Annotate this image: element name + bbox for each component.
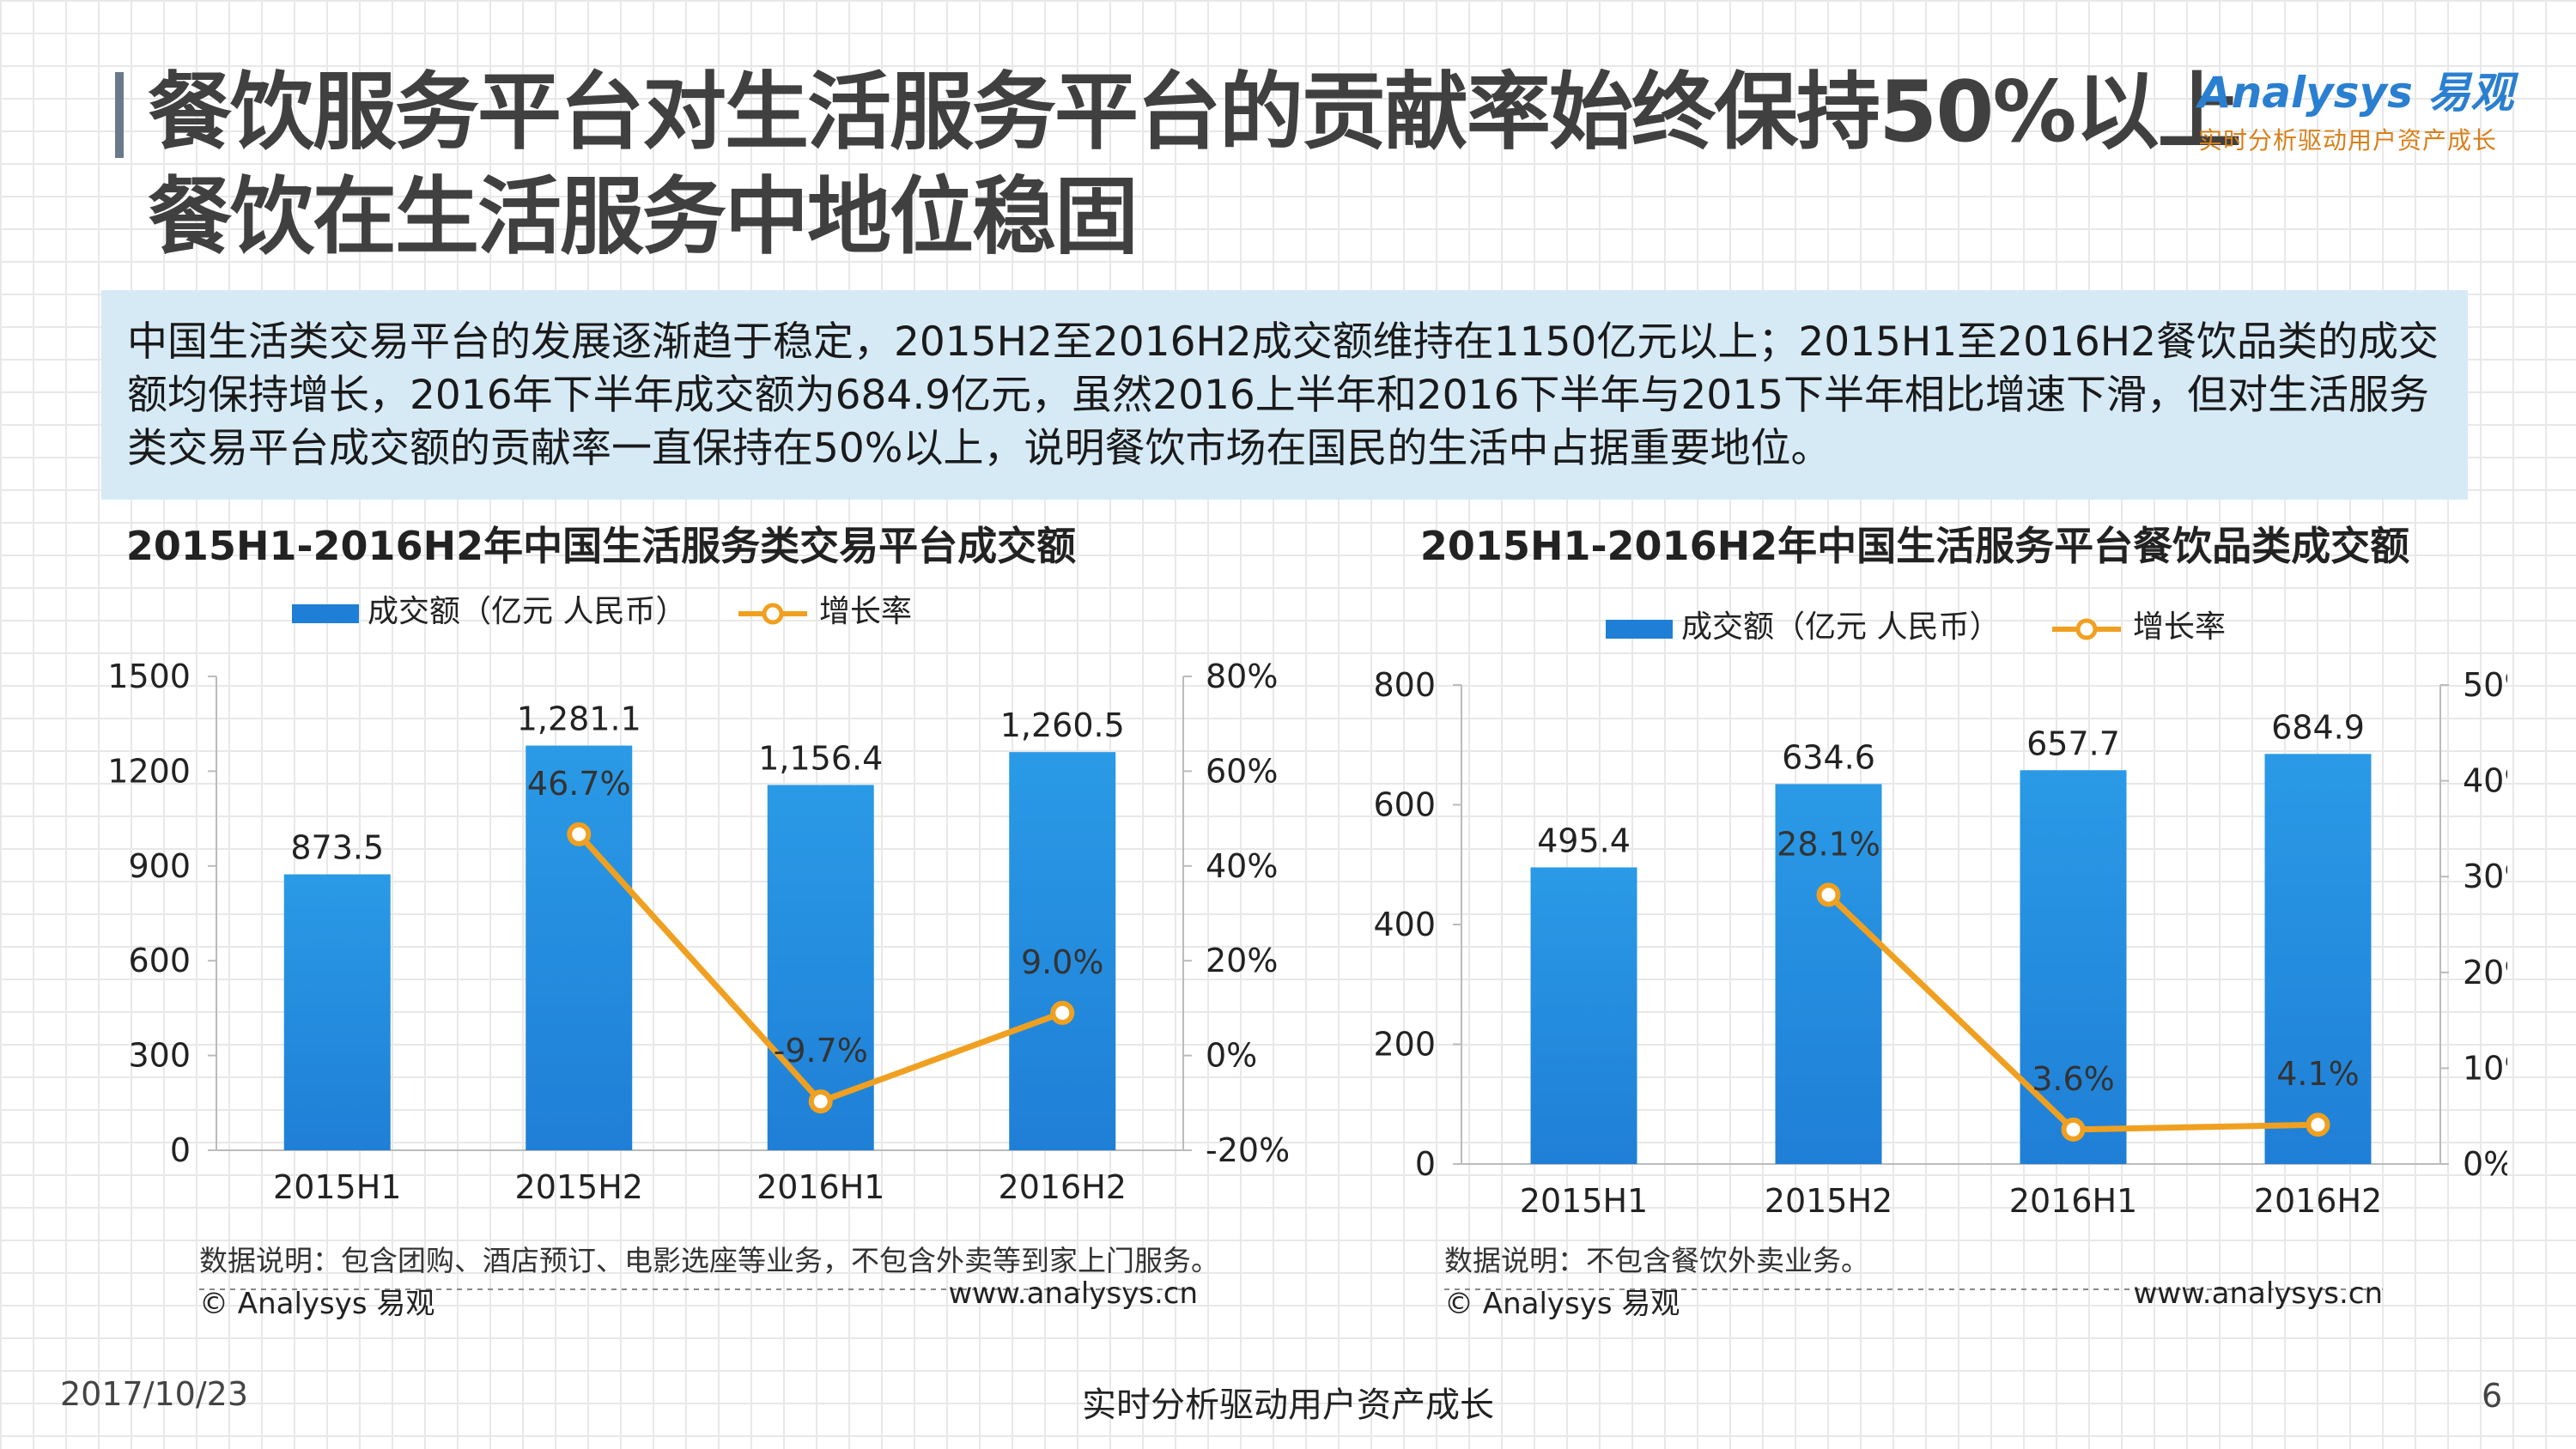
legend-line-label: 增长率 — [819, 594, 912, 629]
growth-label: 28.1% — [1777, 825, 1880, 863]
bar-value-label: 873.5 — [290, 829, 384, 867]
chart-title: 2015H1-2016H2年中国生活服务类交易平台成交额 — [126, 523, 1076, 569]
bar-value-label: 1,281.1 — [517, 700, 641, 738]
y-left-tick-label: 900 — [128, 847, 191, 885]
growth-point — [808, 1089, 833, 1114]
y-right-tick-label: 40% — [2463, 762, 2507, 800]
y-right-tick-label: -20% — [1206, 1131, 1288, 1169]
bar — [1530, 867, 1637, 1164]
y-left-tick-label: 200 — [1373, 1026, 1436, 1064]
logo-slogan: 实时分析驱动用户资产成长 — [2198, 126, 2498, 155]
y-right-tick-label: 50% — [2463, 666, 2507, 704]
bar — [526, 745, 633, 1150]
bar — [2020, 770, 2127, 1164]
chart-copyright: © Analysys 易观 — [199, 1287, 434, 1321]
title-accent-bar — [115, 72, 124, 158]
bar-value-label: 684.9 — [2271, 708, 2365, 746]
y-left-tick-label: 600 — [128, 942, 191, 979]
x-tick-label: 2015H1 — [273, 1168, 401, 1206]
chart-copyright: © Analysys 易观 — [1444, 1287, 1680, 1321]
footer-slogan: 实时分析驱动用户资产成长 — [1082, 1385, 1494, 1425]
y-left-tick-label: 1200 — [107, 752, 191, 790]
bar — [1009, 752, 1116, 1150]
growth-point — [567, 822, 592, 846]
y-left-tick-label: 0 — [1415, 1145, 1436, 1183]
y-left-tick-label: 300 — [128, 1037, 191, 1075]
chart-note: 数据说明：不包含餐饮外卖业务。 — [1444, 1244, 1869, 1277]
bar — [283, 874, 391, 1150]
chart-website: www.analysys.cn — [2134, 1276, 2384, 1311]
bar-value-label: 657.7 — [2026, 724, 2120, 762]
y-right-tick-label: 30% — [2463, 858, 2507, 895]
logo-text: Analysys 易观 — [2198, 68, 2514, 118]
chart-website: www.analysys.cn — [949, 1276, 1199, 1311]
y-left-tick-label: 0 — [170, 1131, 191, 1169]
summary-text: 中国生活类交易平台的发展逐渐趋于稳定，2015H2至2016H2成交额维持在11… — [101, 290, 2468, 500]
brand-logo: Analysys 易观 实时分析驱动用户资产成长 — [2198, 58, 2559, 155]
bar-value-label: 634.6 — [1782, 738, 1875, 776]
y-left-tick-label: 800 — [1373, 666, 1436, 704]
y-right-tick-label: 0% — [2463, 1145, 2507, 1183]
y-left-tick-label: 600 — [1373, 786, 1436, 824]
x-tick-label: 2015H2 — [515, 1168, 643, 1206]
legend-bar-swatch — [1606, 620, 1673, 639]
y-right-tick-label: 0% — [1206, 1037, 1257, 1075]
growth-label: 9.0% — [1021, 943, 1104, 981]
legend-bar-label: 成交额（亿元 人民币） — [1681, 609, 2000, 645]
footer-date: 2017/10/23 — [60, 1375, 249, 1413]
bar-value-label: 495.4 — [1537, 822, 1631, 859]
growth-point — [1050, 1000, 1075, 1025]
page-title: 餐饮服务平台对生活服务平台的贡献率始终保持50%以上 餐饮在生活服务中地位稳固 — [148, 64, 2242, 266]
chart-title: 2015H1-2016H2年中国生活服务平台餐饮品类成交额 — [1420, 523, 2409, 569]
legend-line-label: 增长率 — [2133, 609, 2226, 645]
bar — [1775, 784, 1882, 1164]
growth-point — [1816, 882, 1841, 907]
y-left-tick-label: 400 — [1373, 906, 1436, 943]
page-number: 6 — [2482, 1377, 2503, 1415]
bar-value-label: 1,156.4 — [758, 739, 883, 777]
chart-note: 数据说明：包含团购、酒店预订、电影选座等业务，不包含外卖等到家上门服务。 — [199, 1244, 1219, 1277]
y-right-tick-label: 20% — [2463, 954, 2507, 991]
legend-line-marker — [2075, 618, 2098, 640]
legend-bar-swatch — [292, 604, 359, 623]
x-tick-label: 2016H2 — [999, 1168, 1127, 1206]
x-tick-label: 2016H1 — [756, 1168, 884, 1206]
y-right-tick-label: 60% — [1206, 752, 1278, 790]
legend-line-marker — [762, 603, 784, 625]
y-left-tick-label: 1500 — [107, 658, 191, 695]
growth-label: 46.7% — [527, 765, 631, 803]
bar-value-label: 1,260.5 — [1000, 706, 1125, 744]
growth-point — [2306, 1113, 2330, 1137]
y-right-tick-label: 40% — [1206, 847, 1278, 885]
growth-label: 3.6% — [2032, 1060, 2115, 1098]
growth-point — [2061, 1117, 2086, 1142]
bar — [2264, 754, 2372, 1164]
y-right-tick-label: 10% — [2463, 1049, 2507, 1087]
legend-bar-label: 成交额（亿元 人民币） — [368, 594, 686, 629]
growth-label: 4.1% — [2276, 1055, 2360, 1093]
x-tick-label: 2016H1 — [2009, 1182, 2137, 1220]
x-tick-label: 2015H1 — [1520, 1182, 1648, 1220]
growth-label: -9.7% — [774, 1032, 868, 1070]
y-right-tick-label: 80% — [1206, 658, 1278, 695]
x-tick-label: 2016H2 — [2254, 1182, 2382, 1220]
x-tick-label: 2015H2 — [1765, 1182, 1893, 1220]
y-right-tick-label: 20% — [1206, 942, 1278, 979]
